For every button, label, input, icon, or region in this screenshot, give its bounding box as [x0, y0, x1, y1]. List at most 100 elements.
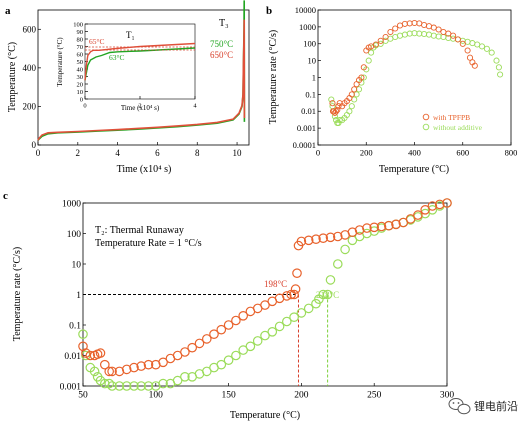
- panel-c-point: [434, 199, 445, 210]
- wechat-icon: [448, 398, 471, 415]
- panel-a-xtick-label: 10: [233, 148, 243, 158]
- panel-c-point: [362, 223, 372, 233]
- panel-c-ylabel: Temperature rate (°C/s): [12, 247, 23, 341]
- panel-c-point: [289, 312, 299, 322]
- panel-c-xtick-label: 50: [78, 391, 88, 401]
- panel-a-xtick-label: 8: [195, 148, 200, 158]
- panel-c-point: [223, 355, 234, 365]
- panel-c-point: [158, 357, 168, 368]
- watermark: 锂电前沿: [448, 398, 518, 415]
- panel-c-point: [172, 375, 183, 386]
- panel-c-point: [216, 359, 227, 370]
- panel-c-axes: 50 100 150 200 250 300 0.001 0.01 0.1 1 10 100 1000: [60, 199, 455, 400]
- inset-ytick-label: 50: [77, 59, 84, 66]
- panel-c-series: [78, 198, 452, 391]
- legend-marker-without-additive: [422, 123, 430, 131]
- panel-b-point: [330, 108, 337, 115]
- panel-a-xtick-label: 0: [36, 148, 41, 158]
- panel-b-point: [425, 31, 433, 38]
- panel-a-ytick-label: 0: [32, 140, 37, 150]
- panel-b-point: [335, 119, 342, 127]
- inset-ytick-label: 40: [77, 66, 84, 73]
- panel-c-point: [340, 244, 350, 255]
- panel-b-series: [328, 19, 504, 127]
- panel-b-ytick-label: 1000: [299, 22, 316, 32]
- panel-b-point: [495, 64, 502, 71]
- panel-b-point: [365, 57, 372, 64]
- panel-c-xtick-label: 150: [221, 391, 236, 401]
- panel-c-ytick-label: 0.01: [64, 352, 81, 362]
- panel-c-point: [369, 222, 379, 233]
- inset-title: T₁: [126, 30, 135, 40]
- panel-b-point: [430, 32, 437, 39]
- panel-c-point: [104, 366, 114, 377]
- panel-c-point: [296, 308, 307, 318]
- inset-ytick-label: 90: [77, 29, 84, 36]
- panel-c-xtick-label: 300: [440, 391, 455, 401]
- panel-b-point: [459, 40, 466, 47]
- panel-c-xtick-label: 250: [367, 391, 382, 401]
- panel-a-ytick-label: 200: [23, 102, 37, 112]
- panel-c-point: [238, 310, 248, 321]
- panel-c-point: [274, 321, 285, 332]
- panel-c-point: [296, 236, 307, 247]
- panel-c-ytick-label: 0.001: [60, 382, 82, 392]
- inset-ytick-label: 60: [77, 51, 84, 58]
- panel-b-ytick-label: 0.0001: [293, 140, 316, 150]
- panel-c-point: [427, 201, 438, 211]
- panel-c-point: [121, 364, 132, 375]
- panel-c-point: [420, 205, 430, 215]
- panel-b-ytick-label: 100: [303, 39, 316, 49]
- panel-c-point: [318, 289, 328, 300]
- panel-b-ytick-label: 0.01: [301, 106, 316, 116]
- panel-b-xlabel: Temperature (°C): [379, 164, 449, 175]
- panel-b-point: [483, 45, 490, 52]
- panel-b-point: [493, 57, 500, 64]
- panel-c-point: [383, 220, 394, 231]
- panel-c-point: [136, 361, 146, 371]
- panel-c-point: [136, 381, 146, 391]
- panel-b-point: [329, 100, 336, 107]
- panel-a-annotation-t3: T₃: [219, 18, 229, 29]
- panel-c-point: [311, 234, 321, 244]
- inset-xtick-label: 0: [83, 103, 86, 110]
- panel-a-ytick-label: 600: [23, 24, 37, 34]
- panel-b: 0 200 400 600 800 0.0001 0.001 0.01 0.1 1 10 100 100…: [268, 5, 517, 175]
- inset-ytick-label: 20: [77, 81, 84, 88]
- panel-b-point: [488, 49, 495, 56]
- panel-c-point: [180, 347, 190, 357]
- panel-c-point: [318, 233, 328, 243]
- panel-b-xtick-label: 200: [360, 148, 373, 158]
- legend-marker-with-tpfpb: [422, 113, 430, 121]
- panel-c-xlabel: Temperature (°C): [230, 410, 300, 421]
- panel-a-annotation-750: 750°C: [210, 39, 233, 49]
- panel-c-point: [85, 350, 96, 361]
- panel-c-point: [114, 366, 125, 377]
- panel-b-ytick-label: 1: [312, 72, 316, 82]
- inset-ytick-label: 70: [77, 44, 84, 51]
- panel-a-series: [37, 0, 246, 141]
- panel-b-xtick-label: 400: [408, 148, 421, 158]
- panel-c-point: [209, 329, 219, 339]
- panel-c-point: [107, 366, 117, 377]
- inset-annotation-65: 65°C: [89, 37, 105, 46]
- inset-xtick-label: 2: [138, 103, 141, 110]
- watermark-text: 锂电前沿: [474, 399, 518, 413]
- panel-a-ylabel: Temperature (°C): [7, 42, 18, 112]
- panel-c-point: [78, 329, 88, 339]
- panel-c-point: [442, 198, 452, 208]
- legend-label-without-additive: without additive: [433, 123, 483, 132]
- panel-c-annotation-218: 218°C: [316, 290, 339, 300]
- inset-series-line-1: [84, 42, 196, 81]
- panel-c-point: [194, 338, 205, 349]
- panel-b-point: [450, 32, 457, 39]
- panel-b-point: [358, 74, 365, 81]
- panel-c-point: [95, 348, 106, 358]
- panel-c-point: [332, 259, 343, 269]
- panel-c-annotation-rate: Temperature Rate = 1 °C/s: [95, 238, 202, 249]
- panel-c-point: [104, 378, 114, 389]
- panel-b-point: [464, 47, 471, 54]
